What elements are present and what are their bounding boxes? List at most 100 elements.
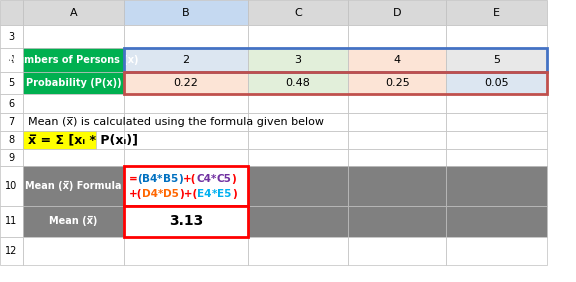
Text: 10: 10 xyxy=(5,181,18,191)
Bar xyxy=(23,206,124,237)
Bar xyxy=(124,206,248,237)
Text: 5: 5 xyxy=(9,78,14,88)
Text: 2: 2 xyxy=(182,55,190,65)
Text: E5: E5 xyxy=(217,189,232,199)
Bar xyxy=(348,48,446,72)
Text: 4: 4 xyxy=(9,55,14,65)
Bar xyxy=(124,131,248,149)
Text: 0.25: 0.25 xyxy=(385,78,410,88)
Bar xyxy=(0,94,23,113)
Text: 4: 4 xyxy=(394,55,401,65)
Text: 7: 7 xyxy=(9,117,14,127)
Bar xyxy=(248,0,348,25)
Bar xyxy=(124,149,248,166)
Bar xyxy=(23,166,124,206)
Bar xyxy=(23,237,124,265)
Text: (: ( xyxy=(137,174,142,184)
Bar xyxy=(0,149,23,166)
Text: 6: 6 xyxy=(9,99,14,109)
Text: 0.48: 0.48 xyxy=(286,78,310,88)
Bar xyxy=(124,0,248,25)
Bar xyxy=(248,166,348,206)
Bar xyxy=(23,72,124,94)
Text: *: * xyxy=(212,189,217,199)
Bar xyxy=(348,72,446,94)
Bar xyxy=(446,25,547,48)
Bar xyxy=(446,166,547,206)
Bar xyxy=(124,94,248,113)
Text: 0.22: 0.22 xyxy=(173,78,198,88)
Bar xyxy=(348,0,446,25)
Text: =: = xyxy=(128,174,137,184)
Text: D: D xyxy=(393,8,401,18)
Bar xyxy=(248,25,348,48)
Text: *: * xyxy=(211,174,217,184)
Bar xyxy=(446,72,547,94)
Bar xyxy=(0,0,23,25)
Bar xyxy=(124,166,248,206)
Text: +(: +( xyxy=(128,189,142,199)
Bar xyxy=(348,131,446,149)
Bar xyxy=(348,237,446,265)
Text: 0.05: 0.05 xyxy=(484,78,509,88)
Text: Mean (x̅): Mean (x̅) xyxy=(50,216,97,226)
Text: Mean (x̅) is calculated using the formula given below: Mean (x̅) is calculated using the formul… xyxy=(28,117,324,127)
Bar xyxy=(23,0,124,25)
Bar xyxy=(348,25,446,48)
Bar xyxy=(446,131,547,149)
Bar xyxy=(446,237,547,265)
Bar xyxy=(0,48,23,72)
Bar xyxy=(23,113,124,131)
Bar xyxy=(124,72,248,94)
Bar xyxy=(124,113,248,131)
Bar xyxy=(248,131,348,149)
Text: x̅ = Σ [xᵢ * P(xᵢ)]: x̅ = Σ [xᵢ * P(xᵢ)] xyxy=(28,134,138,147)
Text: 3: 3 xyxy=(294,55,302,65)
Text: 3: 3 xyxy=(9,32,14,42)
Text: B5: B5 xyxy=(162,174,178,184)
Bar xyxy=(124,237,248,265)
Text: Numbers of Persons (x): Numbers of Persons (x) xyxy=(9,55,138,65)
Bar xyxy=(446,149,547,166)
Bar xyxy=(0,237,23,265)
Text: E: E xyxy=(493,8,501,18)
Text: B: B xyxy=(182,8,190,18)
Bar xyxy=(446,48,547,72)
Text: 12: 12 xyxy=(5,246,18,256)
Bar xyxy=(124,72,547,94)
Bar xyxy=(0,25,23,48)
Bar xyxy=(248,149,348,166)
Text: A: A xyxy=(70,8,77,18)
Bar xyxy=(348,94,446,113)
Bar xyxy=(248,72,348,94)
Bar xyxy=(0,113,23,131)
Bar xyxy=(446,113,547,131)
Bar xyxy=(446,0,547,25)
Bar xyxy=(124,25,248,48)
Bar xyxy=(23,25,124,48)
Bar xyxy=(248,94,348,113)
Text: )+(: )+( xyxy=(179,189,198,199)
Bar xyxy=(446,206,547,237)
Text: D4: D4 xyxy=(142,189,158,199)
Bar xyxy=(23,149,124,166)
Bar xyxy=(23,94,124,113)
Text: ): ) xyxy=(178,174,183,184)
Bar xyxy=(348,166,446,206)
Bar xyxy=(348,206,446,237)
Bar xyxy=(23,131,96,149)
Text: 3.13: 3.13 xyxy=(169,214,203,228)
Bar xyxy=(248,48,348,72)
Bar xyxy=(23,48,124,72)
Text: C5: C5 xyxy=(217,174,232,184)
Text: ): ) xyxy=(232,174,236,184)
Text: 9: 9 xyxy=(9,153,14,163)
Text: +(: +( xyxy=(183,174,196,184)
Text: 8: 8 xyxy=(9,135,14,145)
Bar xyxy=(348,113,446,131)
Bar xyxy=(124,48,547,72)
Text: *: * xyxy=(158,189,164,199)
Text: *: * xyxy=(157,174,162,184)
Text: ): ) xyxy=(232,189,236,199)
Text: C4: C4 xyxy=(196,174,211,184)
